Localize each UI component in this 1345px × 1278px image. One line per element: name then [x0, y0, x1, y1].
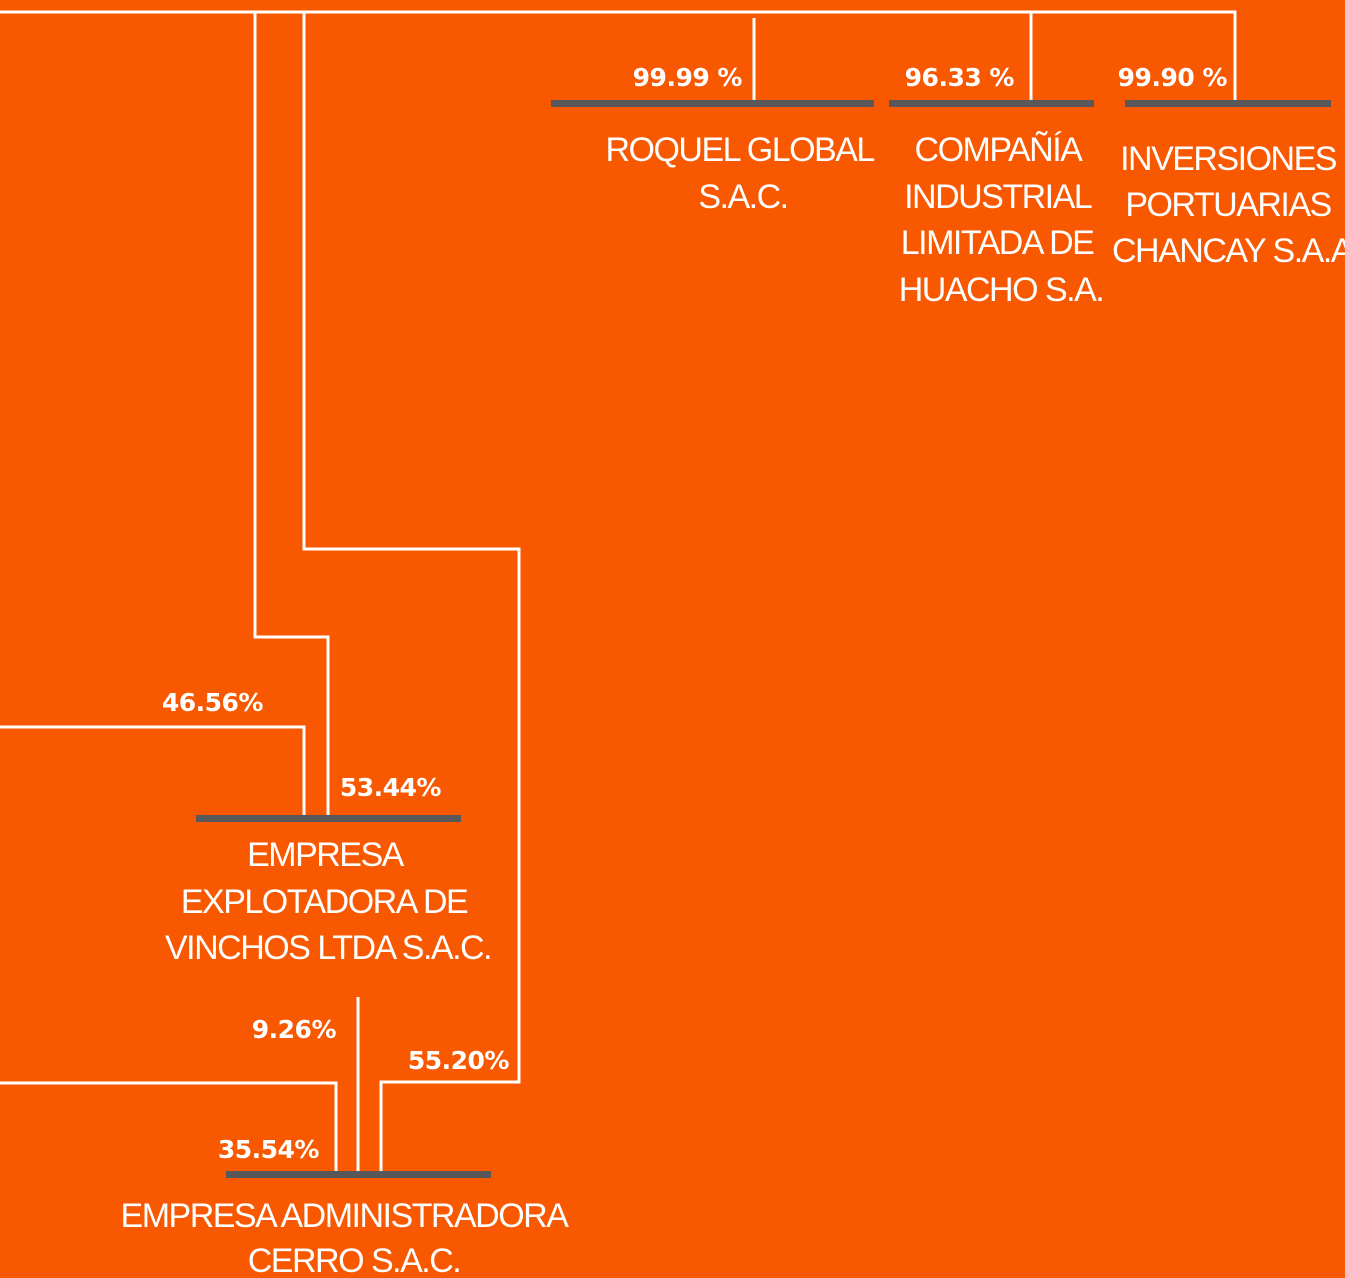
vinchos-left-ownership: 46.56%: [162, 688, 264, 717]
top-horizontal-line: [0, 10, 1237, 101]
cerro-left-connector-line: [0, 1081, 338, 1171]
ipc-bar: [1125, 100, 1331, 107]
ipc-name: INVERSIONES PORTUARIAS CHANCAY S.A.A: [1112, 140, 1345, 270]
cerro-bar: [226, 1171, 491, 1178]
entity-bars: [196, 100, 1331, 1178]
ipc-ownership: 99.90 %: [1118, 63, 1228, 92]
cerro-name: EMPRESA ADMINISTRADORA CERRO S.A.C.: [121, 1197, 574, 1278]
connector-lines: [0, 10, 1237, 1171]
vinchos-right-connector-line: [253, 12, 330, 817]
roquel-ownership: 99.99 %: [633, 63, 743, 92]
ownership-labels: 99.99 % 96.33 % 99.90 % 46.56% 53.44% 9.…: [162, 63, 1228, 1164]
cerro-left-ownership: 35.54%: [218, 1135, 320, 1164]
roquel-bar: [551, 100, 874, 107]
cerro-center-ownership: 9.26%: [252, 1015, 337, 1044]
vinchos-right-ownership: 53.44%: [340, 773, 442, 802]
cerro-right-connector-line: [302, 12, 521, 1171]
company-names: ROQUEL GLOBAL S.A.C. COMPAÑÍA INDUSTRIAL…: [121, 131, 1345, 1278]
roquel-name: ROQUEL GLOBAL S.A.C.: [605, 131, 880, 216]
cilh-ownership: 96.33 %: [905, 63, 1015, 92]
vinchos-bar: [196, 815, 461, 822]
vinchos-name: EMPRESA EXPLOTADORA DE VINCHOS LTDA S.A.…: [165, 836, 491, 967]
vinchos-left-connector-line: [0, 725, 306, 817]
cilh-bar: [889, 100, 1094, 107]
cerro-right-ownership: 55.20%: [408, 1046, 510, 1075]
cilh-name: COMPAÑÍA INDUSTRIAL LIMITADA DE HUACHO S…: [899, 131, 1104, 309]
